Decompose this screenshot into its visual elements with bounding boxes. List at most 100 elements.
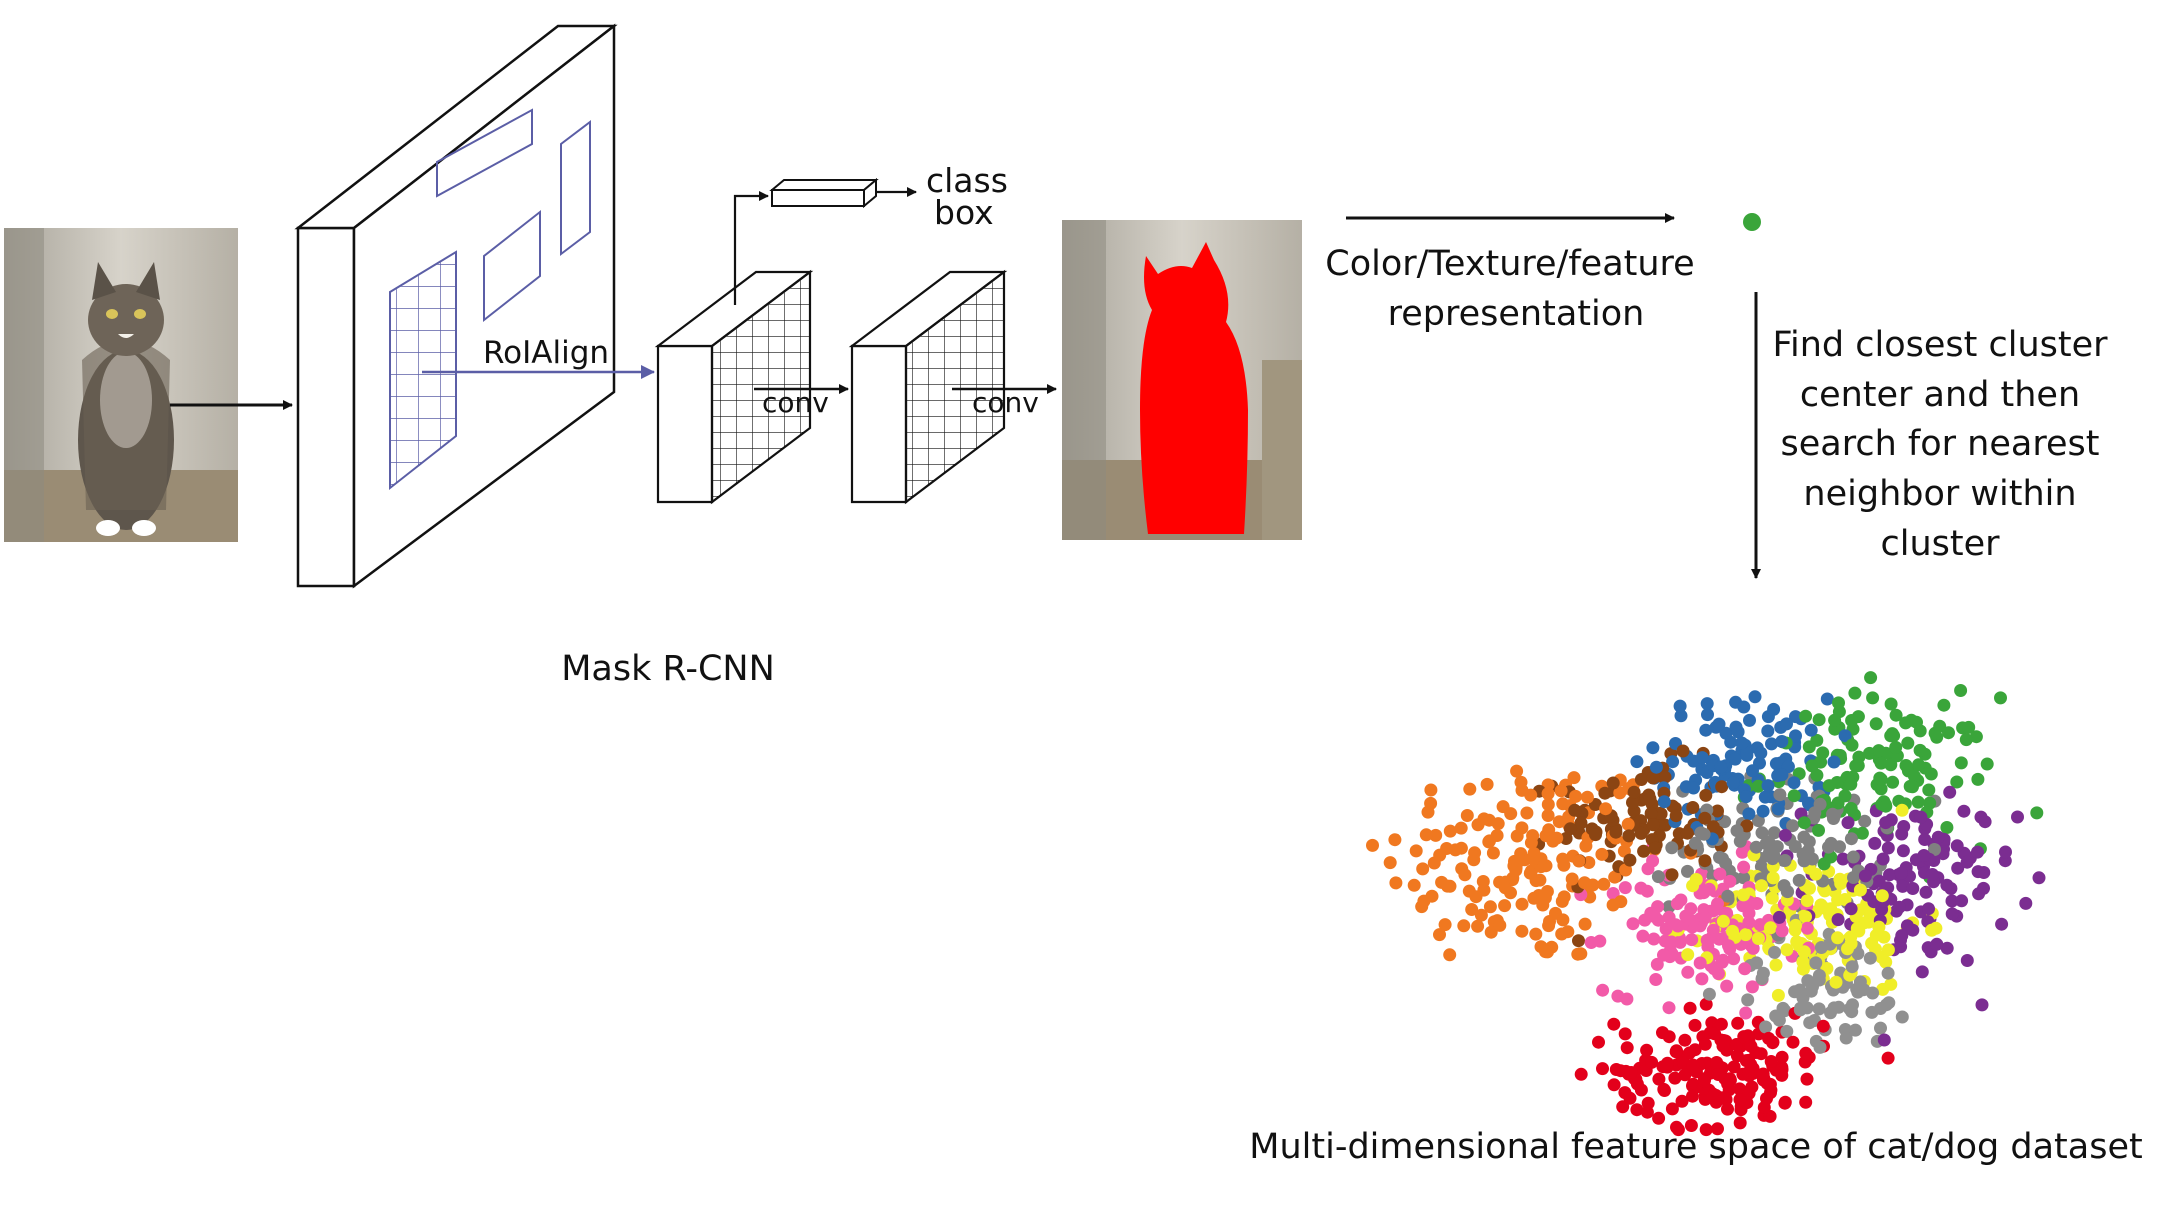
feature-point-cluster-6 <box>1626 917 1640 931</box>
feature-point-cluster-6 <box>1715 955 1729 969</box>
feature-point-cluster-7 <box>1739 928 1753 942</box>
feature-point-cluster-0 <box>1579 839 1593 853</box>
feature-point-cluster-5 <box>1778 828 1792 842</box>
feature-point-cluster-3 <box>1912 758 1925 772</box>
feature-point-cluster-3 <box>1954 684 1968 697</box>
feature-point-cluster-5 <box>1915 965 1929 979</box>
feature-point-cluster-0 <box>1520 806 1534 820</box>
feature-point-cluster-0 <box>1578 917 1592 931</box>
feature-point-cluster-9 <box>1634 1083 1648 1097</box>
feature-point-cluster-5 <box>1975 998 1989 1012</box>
feature-point-cluster-4 <box>1792 873 1806 887</box>
feature-point-cluster-6 <box>1727 952 1741 966</box>
feature-point-cluster-0 <box>1443 824 1457 838</box>
feature-point-cluster-9 <box>1616 1100 1630 1114</box>
feature-point-cluster-7 <box>1877 930 1891 944</box>
feature-point-cluster-3 <box>1864 671 1878 685</box>
feature-point-cluster-6 <box>1596 983 1610 997</box>
feature-point-cluster-5 <box>1876 852 1890 866</box>
feature-point-cluster-9 <box>1686 1079 1699 1093</box>
feature-point-cluster-8 <box>1769 1009 1783 1023</box>
feature-point-cluster-0 <box>1515 783 1529 797</box>
feature-point-cluster-9 <box>1686 1058 1700 1072</box>
feature-point-cluster-2 <box>1712 717 1726 731</box>
feature-point-cluster-4 <box>1681 864 1694 878</box>
feature-point-cluster-0 <box>1433 848 1447 862</box>
feature-point-cluster-0 <box>1569 789 1583 803</box>
feature-point-cluster-7 <box>1884 977 1898 991</box>
feature-point-cluster-6 <box>1634 881 1648 895</box>
feature-point-cluster-3 <box>1969 730 1983 744</box>
feature-point-cluster-5 <box>2032 871 2046 885</box>
feature-point-cluster-1 <box>1676 744 1690 758</box>
feature-point-cluster-6 <box>1800 921 1814 935</box>
feature-point-cluster-0 <box>1424 783 1438 797</box>
feature-point-cluster-5 <box>1917 849 1931 862</box>
feature-point-cluster-2 <box>1789 710 1802 724</box>
feature-point-cluster-7 <box>1800 894 1814 908</box>
feature-point-cluster-3 <box>1751 779 1765 793</box>
feature-point-cluster-5 <box>1950 839 1964 853</box>
feature-point-cluster-7 <box>1841 942 1854 956</box>
feature-point-cluster-0 <box>1621 817 1635 831</box>
feature-point-cluster-9 <box>1699 997 1713 1011</box>
feature-point-cluster-8 <box>1881 966 1895 980</box>
query-feature-point <box>1743 213 1761 231</box>
feature-point-cluster-0 <box>1580 790 1594 804</box>
feature-point-cluster-0 <box>1389 876 1403 890</box>
feature-point-cluster-8 <box>1755 972 1769 985</box>
feature-point-cluster-2 <box>1775 768 1789 782</box>
feature-point-cluster-5 <box>1930 937 1944 951</box>
feature-point-cluster-2 <box>1758 790 1772 804</box>
feature-point-cluster-8 <box>1793 1003 1807 1017</box>
feature-point-cluster-7 <box>1872 920 1886 934</box>
feature-point-cluster-0 <box>1480 777 1494 791</box>
feature-point-cluster-9 <box>1723 1073 1737 1087</box>
feature-point-cluster-0 <box>1438 918 1452 932</box>
feature-point-cluster-4 <box>1773 788 1787 802</box>
feature-point-cluster-0 <box>1527 891 1541 905</box>
feature-point-cluster-5 <box>2019 896 2033 910</box>
feature-point-cluster-5 <box>1978 815 1992 829</box>
feature-point-cluster-9 <box>1665 1102 1679 1116</box>
feature-point-cluster-0 <box>1409 844 1423 858</box>
feature-point-cluster-6 <box>1638 913 1652 927</box>
feature-point-cluster-9 <box>1705 1016 1719 1030</box>
feature-point-cluster-3 <box>1828 713 1842 727</box>
feature-point-cluster-0 <box>1388 833 1402 847</box>
feature-point-cluster-0 <box>1457 919 1471 933</box>
feature-point-cluster-3 <box>1942 726 1955 740</box>
feature-point-cluster-3 <box>1787 789 1801 803</box>
feature-point-cluster-0 <box>1523 866 1537 880</box>
feature-point-cluster-4 <box>1762 849 1776 863</box>
feature-point-cluster-6 <box>1671 919 1685 933</box>
feature-point-cluster-2 <box>1743 713 1756 727</box>
feature-point-cluster-7 <box>1765 891 1779 905</box>
feature-point-cluster-9 <box>1620 1041 1634 1055</box>
feature-point-cluster-6 <box>1722 939 1735 953</box>
feature-point-cluster-4 <box>1797 854 1811 868</box>
feature-point-cluster-6 <box>1745 980 1759 994</box>
feature-point-cluster-1 <box>1568 803 1582 817</box>
feature-point-cluster-8 <box>1895 1010 1909 1024</box>
feature-point-cluster-1 <box>1643 792 1657 806</box>
search-line-4: neighbor within <box>1803 474 2076 514</box>
feature-point-cluster-3 <box>1994 691 2007 705</box>
head-feature-block-2 <box>848 269 1008 505</box>
feature-point-cluster-2 <box>1804 723 1818 737</box>
feature-point-cluster-4 <box>1858 814 1872 828</box>
feature-point-cluster-1 <box>1698 854 1712 868</box>
feature-point-cluster-2 <box>1630 755 1644 769</box>
search-description: Find closest cluster center and then sea… <box>1772 325 2108 564</box>
feature-point-cluster-8 <box>1813 1040 1827 1054</box>
feature-point-cluster-0 <box>1474 908 1488 922</box>
feature-point-cluster-5 <box>1945 907 1959 921</box>
feature-point-cluster-4 <box>1651 870 1665 884</box>
feature-point-cluster-7 <box>1681 948 1695 962</box>
feature-point-cluster-4 <box>1688 836 1702 850</box>
representation-label-line2: representation <box>1388 294 1645 334</box>
feature-point-cluster-4 <box>1813 797 1827 811</box>
feature-point-cluster-6 <box>1723 874 1737 888</box>
feature-point-cluster-5 <box>1879 816 1893 830</box>
feature-point-cluster-6 <box>1662 910 1676 924</box>
